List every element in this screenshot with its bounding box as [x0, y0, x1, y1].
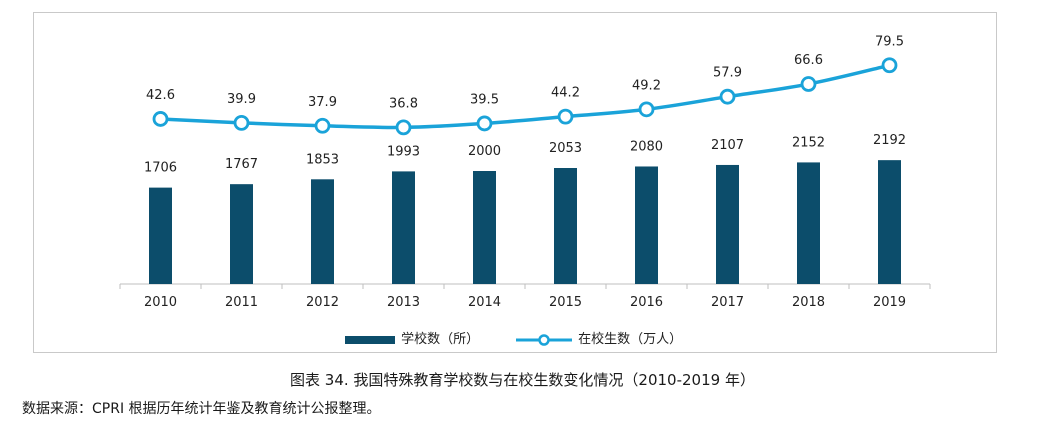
- x-tick-label-2015: 2015: [549, 295, 582, 310]
- chart-svg: 1706 2010 1767 2011 1853 2012 1993 2013 2000 2014…: [119, 34, 931, 310]
- bar-value-label-2016: 2080: [630, 139, 663, 154]
- x-tick-label-2013: 2013: [387, 295, 420, 310]
- line-value-label-2010: 42.6: [146, 88, 175, 103]
- x-tick-label-2012: 2012: [306, 295, 339, 310]
- line-point-2011: [233, 114, 250, 131]
- line-value-label-2012: 37.9: [308, 95, 337, 110]
- data-source-note: 数据来源：CPRI 根据历年统计年鉴及教育统计公报整理。: [22, 401, 381, 417]
- bar-value-label-2015: 2053: [549, 141, 582, 156]
- line-point-2015: [557, 108, 574, 125]
- bar-value-label-2017: 2107: [711, 138, 744, 153]
- line-point-2018: [800, 76, 817, 92]
- line-value-label-2013: 36.8: [389, 96, 418, 111]
- bar-value-label-2012: 1853: [306, 152, 339, 167]
- line-value-label-2017: 57.9: [713, 66, 742, 81]
- bar-2017: [716, 164, 739, 284]
- legend-bar: 学校数（所）: [345, 328, 479, 347]
- line-value-label-2019: 79.5: [875, 34, 904, 49]
- bar-value-label-2010: 1706: [144, 161, 177, 176]
- bar-2013: [392, 171, 415, 284]
- line-point-2014: [476, 115, 493, 132]
- bar-value-label-2013: 1993: [387, 144, 420, 159]
- figure-caption: 图表 34. 我国特殊教育学校数与在校生数变化情况（2010-2019 年）: [290, 371, 755, 389]
- line-value-label-2011: 39.9: [227, 92, 256, 107]
- bar-value-label-2018: 2152: [792, 135, 825, 150]
- line-point-2013: [395, 119, 412, 136]
- line-value-label-2015: 44.2: [551, 86, 580, 101]
- bar-2016: [635, 166, 658, 284]
- bar-value-label-2011: 1767: [225, 157, 258, 172]
- bar-value-label-2019: 2192: [873, 133, 906, 148]
- legend-bar-label: 学校数（所）: [401, 332, 480, 347]
- x-tick-label-2018: 2018: [792, 295, 825, 310]
- x-tick-label-2019: 2019: [873, 295, 906, 310]
- bar-2010: [149, 187, 172, 284]
- bar-2015: [554, 168, 577, 284]
- chart-frame: [33, 12, 997, 353]
- x-tick-label-2016: 2016: [630, 295, 663, 310]
- line-point-2019: [881, 57, 898, 74]
- bar-2019: [878, 160, 901, 284]
- line-series-students: [160, 63, 890, 130]
- line-value-label-2014: 39.5: [470, 92, 499, 107]
- x-tick-label-2014: 2014: [468, 295, 501, 310]
- legend-line-swatch: [516, 333, 572, 346]
- x-tick-label-2011: 2011: [225, 295, 258, 310]
- bar-2011: [230, 184, 253, 284]
- legend-line-label: 在校生数（万人）: [578, 332, 683, 347]
- x-tick-label-2010: 2010: [144, 295, 177, 310]
- line-point-2017: [719, 88, 736, 105]
- line-value-label-2018: 66.6: [794, 53, 823, 68]
- bar-2014: [473, 171, 496, 284]
- bar-2018: [797, 162, 820, 284]
- legend-line: 在校生数（万人）: [516, 328, 682, 347]
- bar-value-label-2014: 2000: [468, 144, 501, 159]
- line-value-label-2016: 49.2: [632, 78, 661, 93]
- line-point-2012: [314, 117, 331, 134]
- line-point-2010: [152, 111, 169, 127]
- legend-bar-swatch: [345, 335, 395, 344]
- bar-2012: [311, 179, 334, 284]
- line-point-2016: [638, 101, 655, 118]
- x-tick-label-2017: 2017: [711, 295, 744, 310]
